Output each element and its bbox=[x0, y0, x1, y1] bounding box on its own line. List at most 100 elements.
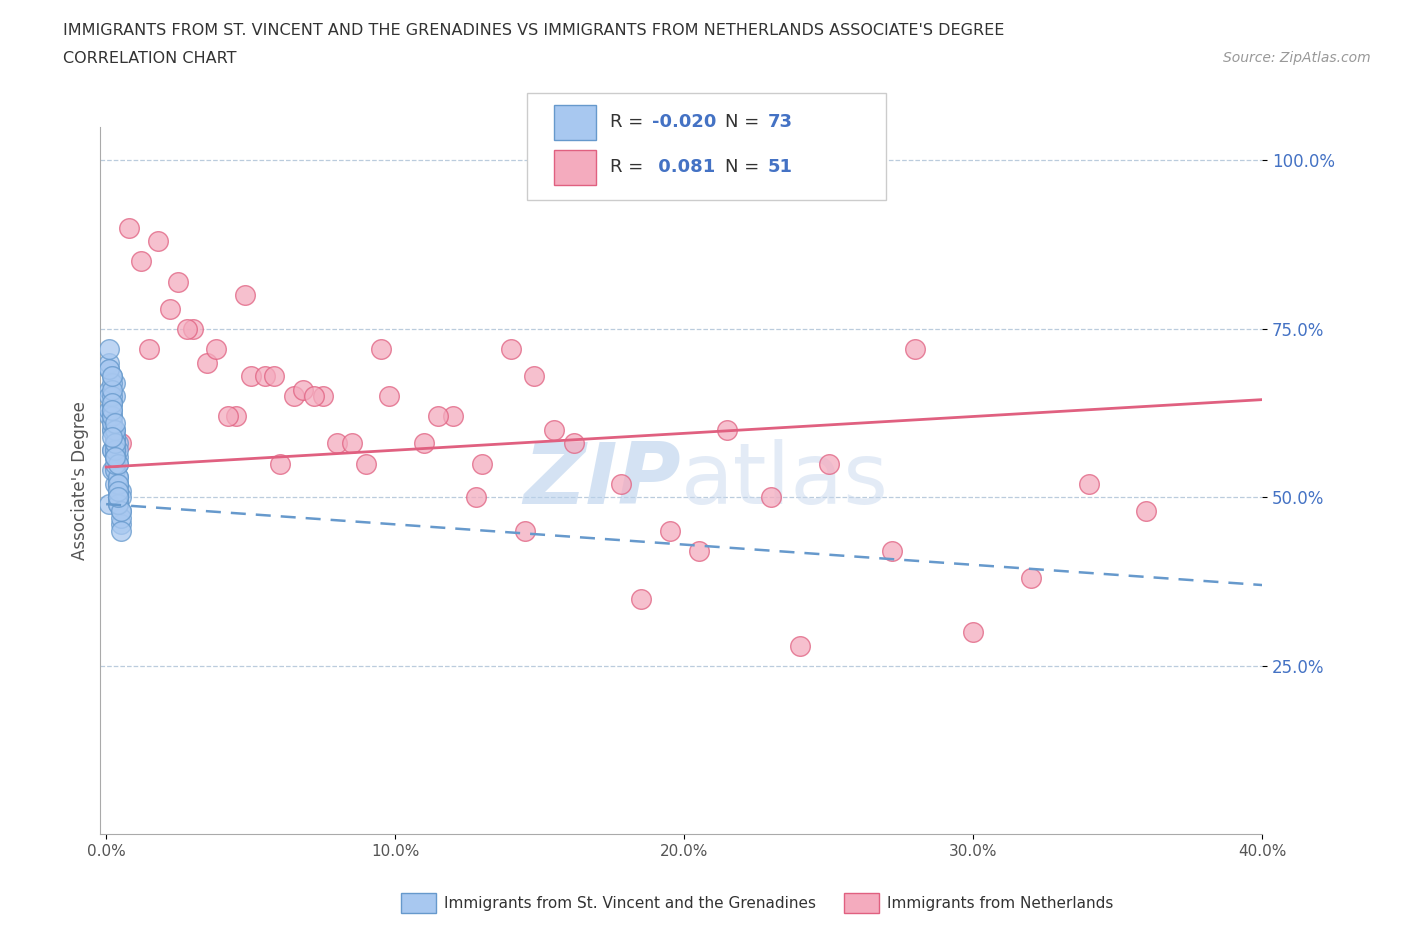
Point bbox=[104, 376, 127, 391]
Point bbox=[101, 368, 124, 383]
Point bbox=[630, 591, 652, 606]
Point bbox=[101, 403, 124, 418]
Point bbox=[789, 638, 811, 653]
Point bbox=[101, 409, 124, 424]
Point bbox=[181, 322, 204, 337]
Point bbox=[104, 422, 127, 437]
Point bbox=[205, 341, 228, 356]
Point bbox=[104, 416, 127, 431]
Point bbox=[882, 544, 904, 559]
Text: atlas: atlas bbox=[681, 439, 889, 522]
Point bbox=[104, 436, 127, 451]
Point bbox=[340, 436, 363, 451]
Point bbox=[110, 517, 132, 532]
Point bbox=[107, 476, 129, 491]
Point bbox=[817, 457, 839, 472]
Point bbox=[107, 490, 129, 505]
Point bbox=[107, 484, 129, 498]
Point bbox=[107, 457, 129, 472]
Point bbox=[167, 274, 190, 289]
Point bbox=[609, 476, 631, 491]
Text: 51: 51 bbox=[768, 158, 793, 177]
Point bbox=[239, 368, 262, 383]
Point bbox=[110, 511, 132, 525]
Point bbox=[104, 449, 127, 464]
Point bbox=[101, 422, 124, 437]
Point bbox=[195, 355, 218, 370]
Point bbox=[104, 389, 127, 404]
Point bbox=[562, 436, 585, 451]
Text: ZIP: ZIP bbox=[523, 439, 681, 522]
Point bbox=[543, 422, 565, 437]
Point bbox=[104, 436, 127, 451]
Text: CORRELATION CHART: CORRELATION CHART bbox=[63, 51, 236, 66]
Point bbox=[104, 463, 127, 478]
Point bbox=[759, 490, 782, 505]
Point bbox=[98, 355, 121, 370]
Point bbox=[104, 430, 127, 445]
Point bbox=[104, 422, 127, 437]
Point bbox=[107, 476, 129, 491]
Text: 0.081: 0.081 bbox=[652, 158, 716, 177]
Text: Immigrants from St. Vincent and the Grenadines: Immigrants from St. Vincent and the Gren… bbox=[444, 896, 817, 910]
Point bbox=[107, 457, 129, 472]
Text: Immigrants from Netherlands: Immigrants from Netherlands bbox=[887, 896, 1114, 910]
Point bbox=[107, 497, 129, 512]
Point bbox=[1019, 571, 1042, 586]
Point bbox=[129, 254, 152, 269]
Point bbox=[110, 436, 132, 451]
Point bbox=[107, 490, 129, 505]
Point bbox=[101, 395, 124, 410]
Point bbox=[658, 524, 681, 538]
Point bbox=[354, 457, 377, 472]
Point bbox=[716, 422, 738, 437]
Point bbox=[101, 389, 124, 404]
Point bbox=[107, 449, 129, 464]
Text: IMMIGRANTS FROM ST. VINCENT AND THE GRENADINES VS IMMIGRANTS FROM NETHERLANDS AS: IMMIGRANTS FROM ST. VINCENT AND THE GREN… bbox=[63, 23, 1005, 38]
Point bbox=[413, 436, 436, 451]
Text: N =: N = bbox=[725, 113, 765, 131]
Point bbox=[107, 484, 129, 498]
Text: 73: 73 bbox=[768, 113, 793, 131]
Point bbox=[283, 389, 305, 404]
Point bbox=[104, 443, 127, 458]
Point bbox=[688, 544, 710, 559]
Point bbox=[104, 463, 127, 478]
Point bbox=[254, 368, 277, 383]
Point bbox=[101, 382, 124, 397]
Point bbox=[110, 524, 132, 538]
Point bbox=[110, 503, 132, 518]
Point bbox=[98, 389, 121, 404]
Point bbox=[98, 341, 121, 356]
Point bbox=[107, 497, 129, 512]
Point bbox=[225, 409, 247, 424]
Point bbox=[98, 362, 121, 377]
Point bbox=[312, 389, 335, 404]
Point bbox=[370, 341, 392, 356]
Point bbox=[104, 443, 127, 458]
Point bbox=[1077, 476, 1099, 491]
Text: N =: N = bbox=[725, 158, 765, 177]
Point bbox=[176, 322, 198, 337]
Point bbox=[523, 368, 546, 383]
Point bbox=[101, 443, 124, 458]
Point bbox=[1135, 503, 1157, 518]
Point bbox=[499, 341, 522, 356]
Point bbox=[146, 233, 169, 248]
Point bbox=[471, 457, 494, 472]
Point bbox=[101, 430, 124, 445]
Point bbox=[101, 443, 124, 458]
Point bbox=[107, 470, 129, 485]
Point bbox=[904, 341, 927, 356]
Point bbox=[217, 409, 239, 424]
Point bbox=[101, 376, 124, 391]
Point bbox=[378, 389, 401, 404]
Point bbox=[104, 449, 127, 464]
Point bbox=[104, 430, 127, 445]
Point bbox=[107, 470, 129, 485]
Point bbox=[107, 490, 129, 505]
Text: Source: ZipAtlas.com: Source: ZipAtlas.com bbox=[1223, 51, 1371, 65]
Point bbox=[110, 484, 132, 498]
Point bbox=[326, 436, 349, 451]
Point bbox=[302, 389, 325, 404]
